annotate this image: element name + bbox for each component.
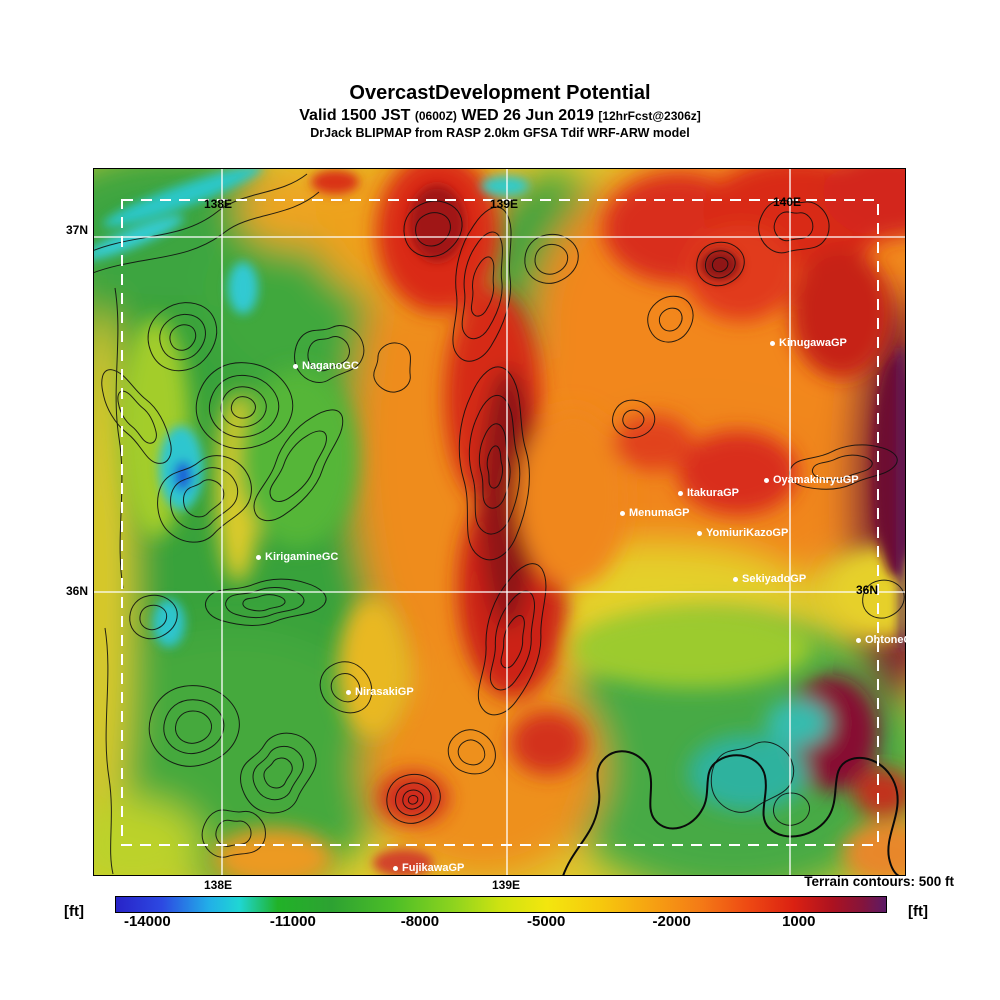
lon-label-138e-top: 138E [203,197,233,211]
lon-label-138e-bottom: 138E [203,878,233,892]
site-marker-ohtone: OhtoneGP [856,634,906,646]
site-dot-icon [764,477,769,483]
lon-label-140e-top: 140E [772,195,802,209]
lat-label-36n-left: 36N [65,584,88,598]
site-dot-icon [678,490,683,496]
site-marker-nirasaki: NirasakiGP [346,686,414,698]
page-title: OvercastDevelopment Potential [349,82,651,104]
valid-fcst: [12hrFcst@2306z] [598,109,701,123]
forecast-map: 138E 139E 140E NaganoGC KinugawaGP Oyama… [93,168,906,876]
site-marker-sekiyado: SekiyadoGP [733,573,806,585]
site-label: NaganoGC [302,360,359,372]
contour-lines [93,173,905,875]
valid-date: WED 26 Jun 2019 [461,107,594,124]
colorbar-tick: -5000 [527,913,566,930]
colorbar-tick: -11000 [269,913,316,930]
site-label: FujikawaGP [402,862,465,874]
site-marker-fujikawa: FujikawaGP [393,862,464,874]
site-dot-icon [697,530,702,536]
site-label: KirigamineGC [265,551,339,563]
colorbar-tick: -14000 [123,913,171,930]
site-dot-icon [346,689,351,695]
terrain-shading-detail [93,168,906,876]
site-dot-icon [770,340,775,346]
terrain-contours-note: Terrain contours: 500 ft [804,874,954,889]
colorbar [115,896,887,913]
lon-label-139e-bottom: 139E [491,878,521,892]
site-marker-itakura: ItakuraGP [678,487,739,499]
site-marker-nagano: NaganoGC [293,360,359,372]
colorbar-tick: -8000 [400,913,440,930]
site-marker-kirigamine: KirigamineGC [256,551,338,563]
site-label: OyamakinryuGP [773,474,859,486]
site-dot-icon [620,510,625,516]
site-label: OhtoneGP [865,634,906,646]
site-dot-icon [856,637,861,643]
site-marker-yomiurikazo: YomiuriKazoGP [697,527,788,539]
domain-boundary-dashed [121,199,879,846]
site-marker-kinugawa: KinugawaGP [770,337,847,349]
site-dot-icon [393,865,398,871]
site-dot-icon [293,363,298,369]
site-label: ItakuraGP [687,487,739,499]
graticule [93,168,906,876]
lat-label-37n: 37N [65,223,88,237]
model-line: DrJack BLIPMAP from RASP 2.0km GFSA Tdif… [310,126,690,140]
site-label: YomiuriKazoGP [706,527,789,539]
site-label: SekiyadoGP [742,573,807,585]
valid-prefix: Valid 1500 JST [299,107,411,124]
map-render [93,168,906,876]
valid-line: Valid 1500 JST (0600Z) WED 26 Jun 2019 [… [0,107,1000,125]
coastline [562,750,900,876]
site-dot-icon [256,554,261,560]
colorbar-unit-right: [ft] [908,903,928,920]
site-dot-icon [733,576,738,582]
lon-label-139e-top: 139E [489,197,519,211]
site-marker-menuma: MenumaGP [620,507,690,519]
map-border [93,168,906,876]
site-marker-oyamakinryu: OyamakinryuGP [764,474,859,486]
colorbar-tick-labels: -14000 -11000 -8000 -5000 -2000 1000 [115,913,885,935]
valid-zulu: (0600Z) [414,109,457,123]
site-label: MenumaGP [629,507,690,519]
site-label: KinugawaGP [779,337,847,349]
colorbar-unit-left: [ft] [64,903,84,920]
lat-label-36n-right: 36N [856,583,879,597]
site-label: NirasakiGP [355,686,414,698]
colorbar-tick: 1000 [782,913,816,930]
colorbar-tick: -2000 [652,913,691,930]
